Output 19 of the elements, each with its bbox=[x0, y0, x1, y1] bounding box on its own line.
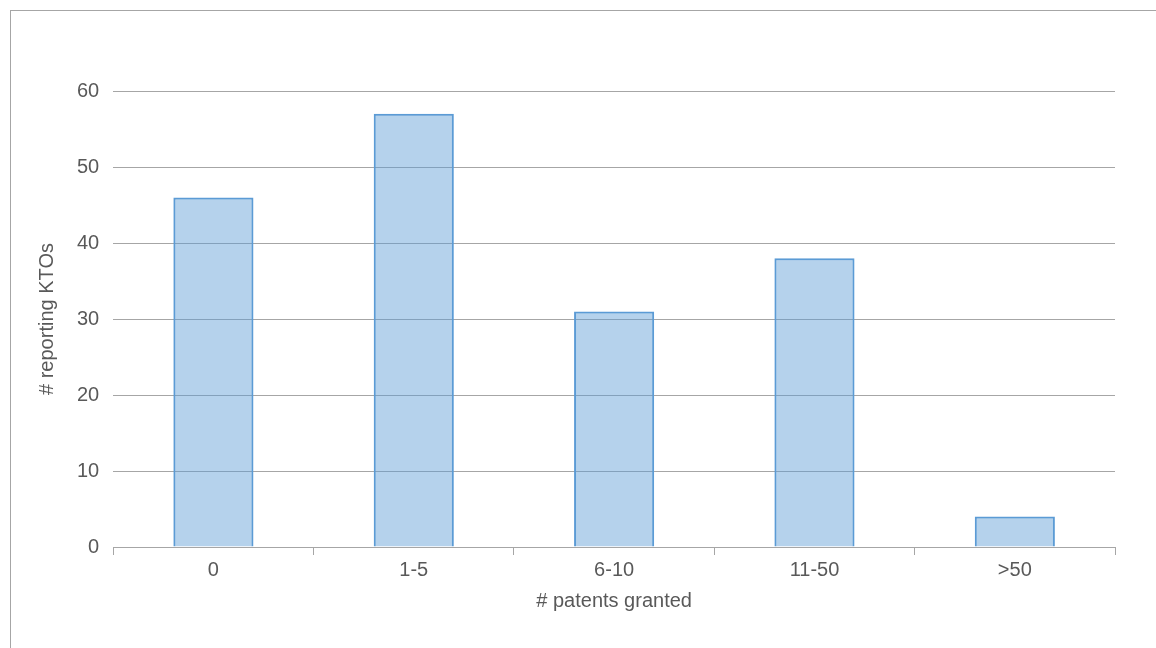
x-tick-label: 11-50 bbox=[789, 557, 840, 580]
x-tick-label: 0 bbox=[207, 557, 219, 580]
x-tick-label: >50 bbox=[997, 557, 1032, 580]
y-axis-title: # reporting KTOs bbox=[34, 243, 57, 395]
bar bbox=[574, 311, 655, 547]
y-tick-label: 60 bbox=[77, 78, 100, 101]
y-tick-label: 30 bbox=[77, 306, 100, 329]
y-tick-label: 20 bbox=[77, 382, 100, 405]
y-tick-label: 0 bbox=[88, 534, 100, 557]
x-tick-label: 6-10 bbox=[594, 557, 635, 580]
x-tick-label: 1-5 bbox=[399, 557, 429, 580]
bar bbox=[774, 258, 855, 547]
y-tick-label: 40 bbox=[77, 230, 100, 253]
x-axis-title: # patents granted bbox=[536, 588, 692, 611]
y-tick-label: 10 bbox=[77, 458, 100, 481]
bar bbox=[974, 516, 1055, 547]
y-tick-label: 50 bbox=[77, 154, 100, 177]
bar bbox=[373, 113, 454, 547]
bar bbox=[173, 197, 254, 547]
